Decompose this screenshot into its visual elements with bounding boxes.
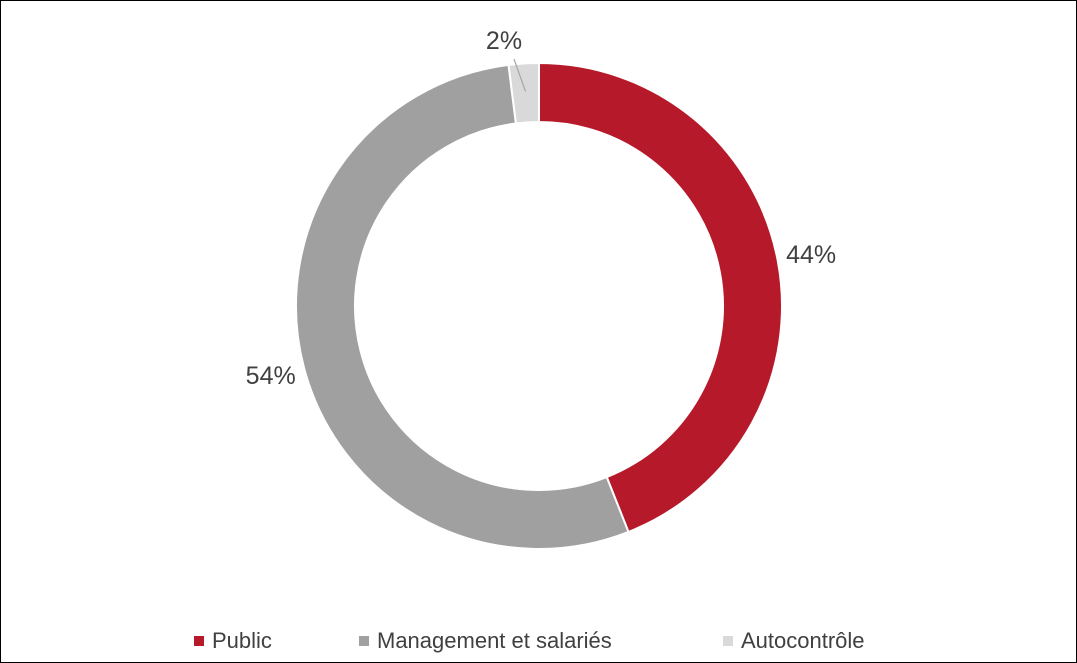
donut-slices — [295, 61, 783, 550]
data-label-management: 54% — [246, 362, 296, 390]
data-labels: 44% 54% 2% — [246, 27, 836, 390]
legend-swatch-autocontrole — [723, 636, 733, 646]
leader-line-autocontrole — [513, 58, 527, 92]
legend-label-public: Public — [212, 628, 272, 653]
legend-item-autocontrole: Autocontrôle — [723, 628, 865, 654]
slice-public — [538, 61, 783, 534]
legend-item-public: Public — [194, 628, 272, 654]
slice-autocontrole — [507, 61, 540, 125]
slice-management — [295, 63, 630, 550]
data-label-autocontrole: 2% — [486, 27, 522, 55]
legend-item-management: Management et salariés — [359, 628, 612, 654]
legend-swatch-management — [359, 636, 369, 646]
data-label-public: 44% — [786, 241, 836, 269]
legend-swatch-public — [194, 636, 204, 646]
legend-label-autocontrole: Autocontrôle — [741, 628, 865, 653]
legend-label-management: Management et salariés — [377, 628, 612, 653]
legend: Public Management et salariés Autocontrô… — [1, 628, 1076, 658]
donut-chart: 44% 54% 2% — [246, 27, 836, 550]
